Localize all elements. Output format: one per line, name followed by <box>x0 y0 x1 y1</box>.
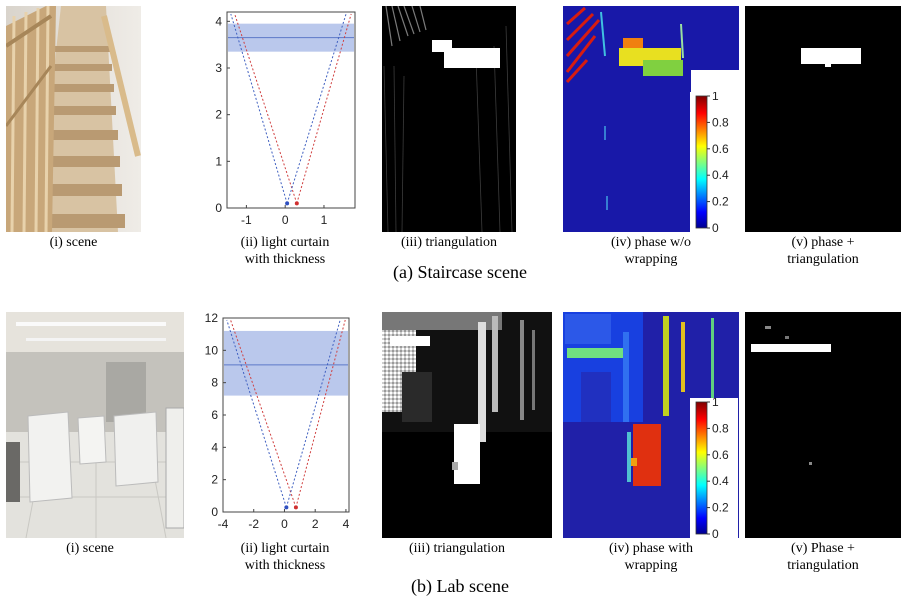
colorbar-tick-label: 0 <box>712 221 719 234</box>
light-curtain-plot-lab: -4 -2 0 2 4 0 2 4 6 8 10 12 <box>195 312 365 538</box>
y-tick-label: 0 <box>215 201 222 215</box>
staircase-scene-photo <box>6 6 141 232</box>
caption-triangulation-b: (iii) triangulation <box>408 541 506 556</box>
light-curtain-plot-svg: -4 -2 0 2 4 0 2 4 6 8 10 12 <box>205 312 350 531</box>
caption-triangulation-a: (iii) triangulation <box>400 235 498 250</box>
x-tick-label: 0 <box>281 517 288 531</box>
row-title-staircase: (a) Staircase scene <box>393 262 527 282</box>
camera-ray-left <box>230 13 288 204</box>
combined-drawing <box>801 48 861 67</box>
colorbar-tick-label: 0.2 <box>712 501 729 515</box>
curtain-band <box>224 330 348 396</box>
colorbar-tick-label: 0.4 <box>712 474 729 488</box>
camera-marker <box>285 201 290 206</box>
phase-image-lab <box>563 312 739 538</box>
caption-curtain-a-line1: (ii) light curtain <box>240 235 330 250</box>
colorbar-staircase: 1 0.8 0.6 0.4 0.2 0 <box>690 92 738 234</box>
y-tick-label: 2 <box>211 473 218 487</box>
laser-marker <box>294 201 299 206</box>
camera-ray-right <box>285 319 341 508</box>
combined-drawing <box>751 326 831 465</box>
colorbar-tick-label: 0.8 <box>712 115 729 129</box>
colorbar-tick-label: 0.6 <box>712 448 729 462</box>
x-tick-label: 2 <box>312 517 319 531</box>
y-tick-label: 12 <box>205 312 219 325</box>
colorbar-tick-label: 1 <box>712 398 719 409</box>
light-curtain-plot-svg: -1 0 1 0 1 2 3 4 <box>215 11 356 227</box>
x-tick-label: 4 <box>343 517 350 531</box>
phase-drawing <box>563 312 739 538</box>
caption-combined-b-line1: (v) Phase + <box>791 541 855 556</box>
camera-ray-left <box>226 319 287 508</box>
x-tick-label: -1 <box>241 213 252 227</box>
triangulation-drawing <box>382 312 552 484</box>
x-tick-label: 0 <box>282 213 289 227</box>
y-tick-label: 0 <box>211 505 218 519</box>
caption-curtain-a-line2: with thickness <box>244 252 326 267</box>
lab-scene-drawing <box>6 312 184 538</box>
triangulation-image-lab <box>382 312 552 538</box>
y-tick-label: 10 <box>205 343 219 357</box>
caption-combined-b-line2: triangulation <box>787 558 859 573</box>
caption-phase-a-line2: wrapping <box>624 252 678 267</box>
caption-combined-a-line2: triangulation <box>787 252 859 267</box>
caption-phase-b-line2: wrapping <box>624 558 678 573</box>
x-tick-label: -4 <box>218 517 229 531</box>
triangulation-image-staircase <box>382 6 516 232</box>
colorbar-tick-label: 1 <box>712 92 719 103</box>
row-title-lab: (b) Lab scene <box>411 576 509 596</box>
caption-curtain-b-line2: with thickness <box>244 558 326 573</box>
laser-ray-left <box>230 319 297 508</box>
caption-scene-a: (i) scene <box>49 235 98 250</box>
y-tick-label: 6 <box>211 408 218 422</box>
colorbar-tick-label: 0 <box>712 527 719 540</box>
colorbar-tick-label: 0.8 <box>712 421 729 435</box>
y-tick-label: 1 <box>215 154 222 168</box>
staircase-scene-drawing <box>6 6 141 232</box>
colorbar-svg: 1 0.8 0.6 0.4 0.2 0 <box>690 398 738 540</box>
light-curtain-plot-staircase: -1 0 1 0 1 2 3 4 <box>205 6 365 232</box>
x-tick-label: -2 <box>248 517 259 531</box>
colorbar-tick-label: 0.2 <box>712 195 729 209</box>
triangulation-drawing <box>383 6 513 232</box>
combined-image-staircase <box>745 6 901 232</box>
laser-marker <box>293 505 298 510</box>
caption-combined-a-line1: (v) phase + <box>791 235 855 250</box>
colorbar-lab: 1 0.8 0.6 0.4 0.2 0 <box>690 398 738 540</box>
y-tick-label: 4 <box>215 14 222 28</box>
laser-ray-right <box>296 13 352 204</box>
lab-scene-photo <box>6 312 184 538</box>
laser-ray-right <box>295 319 346 508</box>
caption-phase-b-line1: (iv) phase with <box>609 541 693 556</box>
laser-ray-left <box>234 13 298 204</box>
camera-ray-right <box>286 13 347 204</box>
caption-curtain-b-line1: (ii) light curtain <box>240 541 330 556</box>
y-tick-label: 4 <box>211 440 218 454</box>
y-tick-label: 8 <box>211 376 218 390</box>
caption-scene-b: (i) scene <box>66 541 114 556</box>
y-tick-label: 2 <box>215 108 222 122</box>
y-tick-label: 3 <box>215 61 222 75</box>
colorbar-svg: 1 0.8 0.6 0.4 0.2 0 <box>690 92 738 234</box>
caption-phase-a-line1: (iv) phase w/o <box>610 235 692 250</box>
camera-marker <box>284 505 289 510</box>
colorbar-tick-label: 0.6 <box>712 142 729 156</box>
combined-image-lab <box>745 312 901 538</box>
colorbar-tick-label: 0.4 <box>712 168 729 182</box>
x-tick-label: 1 <box>321 213 328 227</box>
